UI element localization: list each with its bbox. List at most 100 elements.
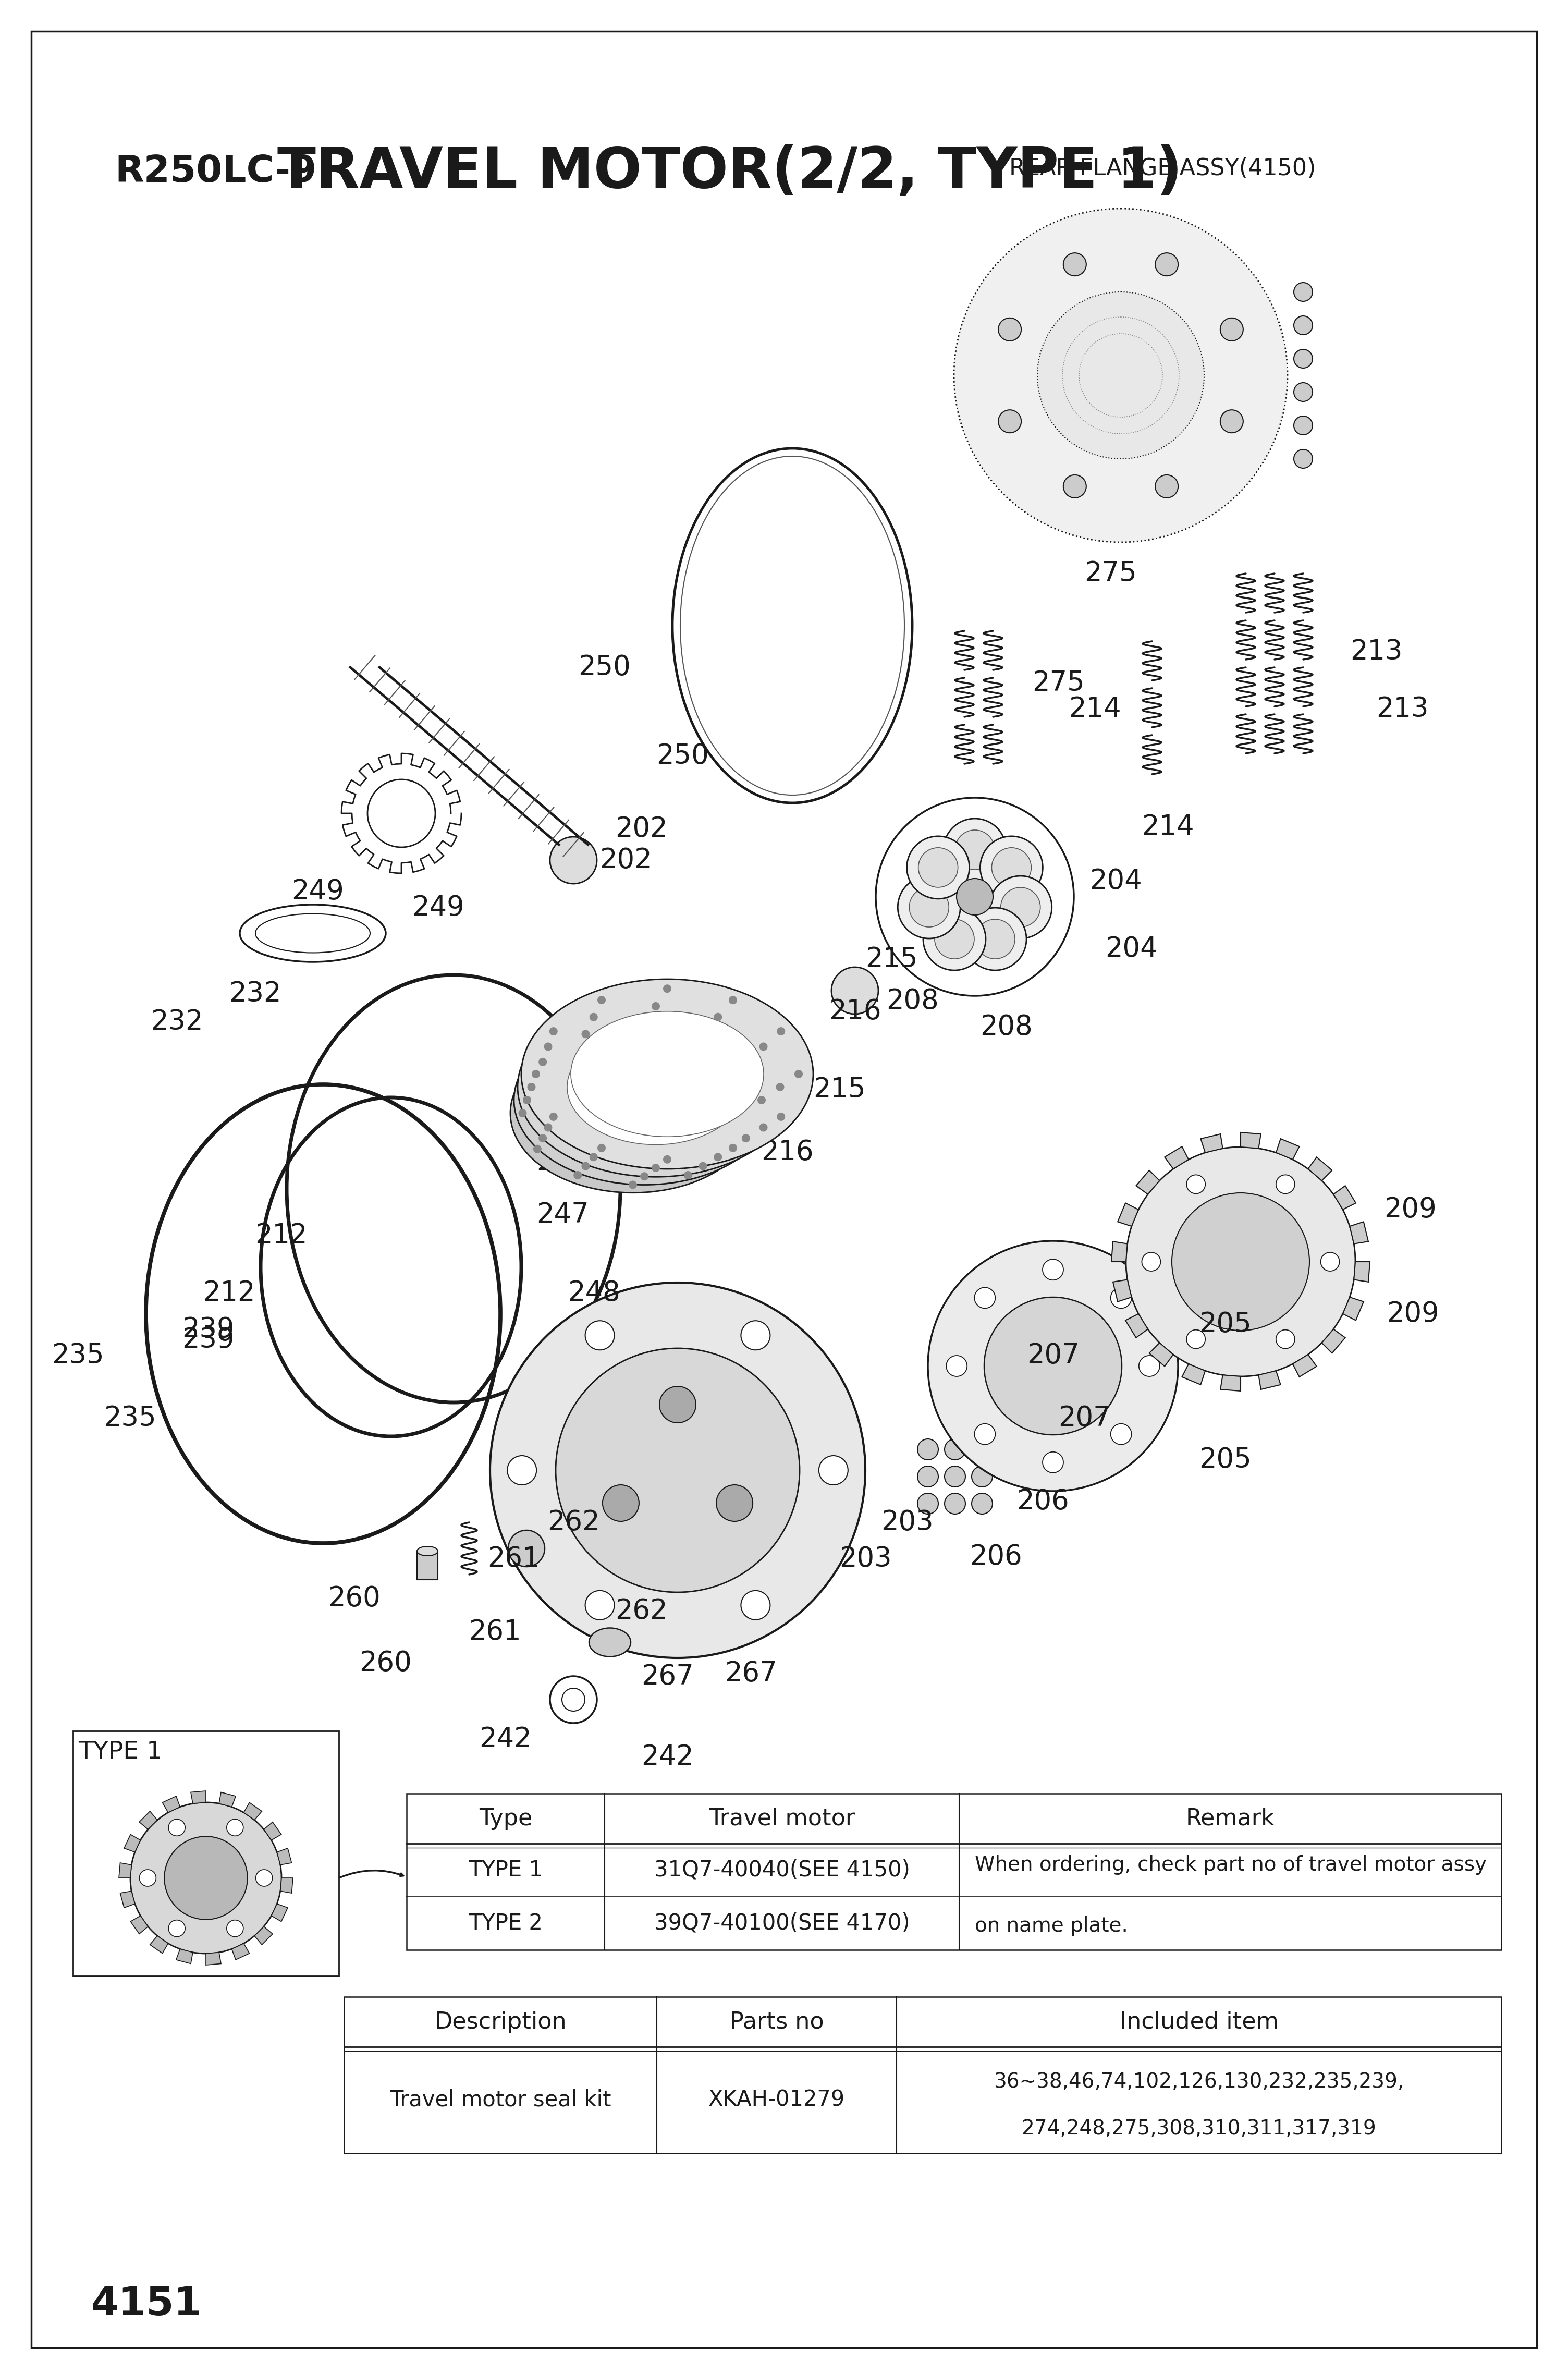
Circle shape bbox=[938, 1335, 960, 1356]
Circle shape bbox=[713, 1013, 723, 1021]
Text: 250: 250 bbox=[657, 742, 709, 768]
Text: 39Q7-40100(SEE 4170): 39Q7-40100(SEE 4170) bbox=[654, 1913, 909, 1934]
Text: 247: 247 bbox=[511, 1092, 563, 1118]
Circle shape bbox=[519, 1109, 527, 1118]
Circle shape bbox=[1171, 1192, 1309, 1330]
Text: 212: 212 bbox=[202, 1280, 256, 1306]
Circle shape bbox=[898, 875, 960, 937]
Polygon shape bbox=[263, 1822, 281, 1841]
Circle shape bbox=[946, 1356, 967, 1377]
Circle shape bbox=[544, 1123, 552, 1132]
Ellipse shape bbox=[514, 1016, 775, 1185]
Circle shape bbox=[582, 1030, 590, 1037]
Circle shape bbox=[227, 1920, 243, 1937]
Circle shape bbox=[944, 1439, 966, 1461]
Circle shape bbox=[532, 1071, 539, 1078]
Circle shape bbox=[919, 847, 958, 887]
Text: 206: 206 bbox=[969, 1544, 1022, 1570]
Circle shape bbox=[966, 1335, 986, 1356]
Text: 203: 203 bbox=[881, 1508, 933, 1537]
Circle shape bbox=[1000, 887, 1040, 928]
Text: 202: 202 bbox=[615, 816, 668, 842]
Polygon shape bbox=[1126, 1313, 1148, 1337]
Circle shape bbox=[924, 909, 986, 971]
Circle shape bbox=[527, 1082, 536, 1092]
Circle shape bbox=[168, 1920, 185, 1937]
Circle shape bbox=[582, 1161, 590, 1170]
Ellipse shape bbox=[568, 1030, 745, 1144]
Text: 248: 248 bbox=[536, 1149, 590, 1175]
Circle shape bbox=[508, 1456, 536, 1484]
Circle shape bbox=[652, 1163, 660, 1173]
Text: 208: 208 bbox=[886, 987, 939, 1013]
Circle shape bbox=[1294, 450, 1312, 469]
Circle shape bbox=[597, 997, 605, 1004]
Circle shape bbox=[917, 1494, 938, 1513]
Circle shape bbox=[993, 1361, 1013, 1382]
Circle shape bbox=[640, 1173, 649, 1180]
Text: 235: 235 bbox=[52, 1342, 103, 1368]
Circle shape bbox=[699, 1161, 707, 1170]
Circle shape bbox=[538, 1135, 547, 1142]
Circle shape bbox=[1038, 293, 1204, 459]
Text: 249: 249 bbox=[292, 878, 343, 904]
Text: 262: 262 bbox=[547, 1508, 601, 1537]
Polygon shape bbox=[232, 1944, 249, 1960]
Circle shape bbox=[759, 1042, 768, 1052]
Circle shape bbox=[776, 1113, 786, 1121]
Text: Type: Type bbox=[478, 1808, 532, 1829]
Text: Travel motor: Travel motor bbox=[709, 1808, 855, 1829]
Bar bbox=[74, 1732, 339, 1977]
Ellipse shape bbox=[590, 1627, 630, 1656]
Text: 232: 232 bbox=[229, 980, 282, 1006]
Circle shape bbox=[909, 887, 949, 928]
Text: 249: 249 bbox=[412, 895, 464, 921]
Text: 206: 206 bbox=[1016, 1487, 1069, 1515]
Text: 215: 215 bbox=[814, 1075, 866, 1104]
Circle shape bbox=[1138, 1356, 1160, 1377]
Text: 274,248,275,308,310,311,317,319: 274,248,275,308,310,311,317,319 bbox=[1021, 2120, 1377, 2139]
Text: 260: 260 bbox=[359, 1649, 412, 1677]
Circle shape bbox=[522, 1097, 532, 1104]
Circle shape bbox=[1320, 1251, 1339, 1270]
Text: 235: 235 bbox=[103, 1404, 157, 1432]
Text: Description: Description bbox=[434, 2010, 566, 2034]
Circle shape bbox=[972, 1439, 993, 1461]
Ellipse shape bbox=[417, 1546, 437, 1556]
Polygon shape bbox=[1276, 1140, 1300, 1159]
Text: on name plate.: on name plate. bbox=[975, 1915, 1127, 1937]
Circle shape bbox=[906, 835, 969, 899]
Text: TYPE 1: TYPE 1 bbox=[469, 1860, 543, 1882]
Circle shape bbox=[993, 1335, 1013, 1356]
Polygon shape bbox=[271, 1903, 287, 1922]
Text: 207: 207 bbox=[1027, 1342, 1079, 1368]
Circle shape bbox=[699, 1030, 707, 1037]
Circle shape bbox=[729, 997, 737, 1004]
Text: 214: 214 bbox=[1142, 814, 1195, 840]
Circle shape bbox=[724, 1073, 732, 1082]
Text: 242: 242 bbox=[480, 1725, 532, 1753]
Polygon shape bbox=[278, 1848, 292, 1865]
Ellipse shape bbox=[571, 1011, 764, 1137]
Polygon shape bbox=[130, 1915, 147, 1934]
Circle shape bbox=[602, 1484, 640, 1520]
Text: 209: 209 bbox=[1385, 1197, 1436, 1223]
Polygon shape bbox=[243, 1803, 262, 1820]
Circle shape bbox=[713, 1154, 723, 1161]
Text: 203: 203 bbox=[839, 1546, 892, 1573]
Polygon shape bbox=[220, 1791, 235, 1808]
Circle shape bbox=[508, 1530, 544, 1568]
Bar bbox=[343, 1996, 1501, 2153]
Ellipse shape bbox=[510, 1032, 756, 1192]
Circle shape bbox=[938, 1361, 960, 1382]
Ellipse shape bbox=[563, 1047, 724, 1151]
Text: 205: 205 bbox=[1200, 1311, 1251, 1337]
Circle shape bbox=[574, 1170, 582, 1180]
Circle shape bbox=[944, 1494, 966, 1513]
Text: 204: 204 bbox=[1105, 935, 1157, 963]
Polygon shape bbox=[124, 1834, 141, 1853]
Circle shape bbox=[544, 1042, 552, 1052]
Text: 267: 267 bbox=[641, 1663, 693, 1689]
Text: 4151: 4151 bbox=[91, 2286, 202, 2324]
Text: 209: 209 bbox=[1386, 1301, 1439, 1327]
